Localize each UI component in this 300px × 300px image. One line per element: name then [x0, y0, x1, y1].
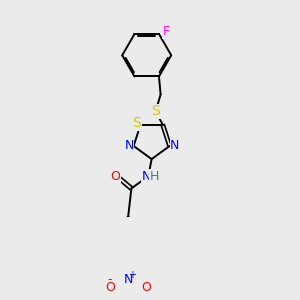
Text: O: O — [105, 280, 115, 294]
Text: N: N — [123, 273, 133, 286]
Text: H: H — [150, 169, 159, 183]
Text: O: O — [110, 170, 120, 183]
Text: N: N — [170, 139, 180, 152]
Text: N: N — [124, 139, 134, 152]
Text: N: N — [142, 169, 152, 183]
Text: +: + — [128, 270, 136, 280]
Text: S: S — [132, 116, 141, 130]
Text: S: S — [151, 104, 160, 118]
Text: O: O — [142, 280, 151, 294]
Text: -: - — [108, 273, 112, 286]
Text: F: F — [163, 25, 170, 38]
